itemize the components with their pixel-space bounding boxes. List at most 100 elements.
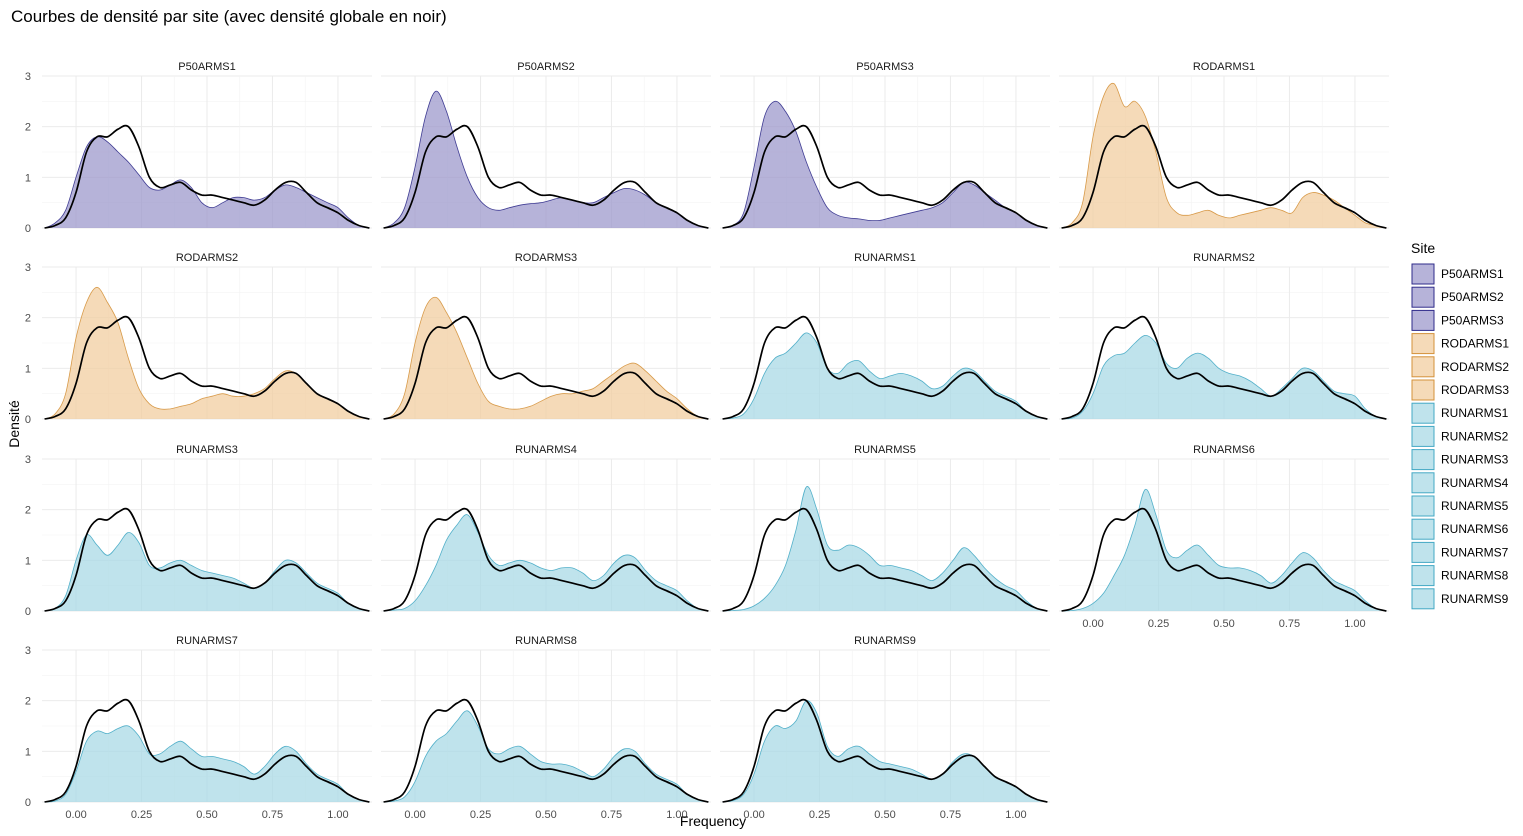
facet-strip-label: RUNARMS9: [854, 635, 916, 647]
y-tick-label: 2: [25, 696, 31, 708]
x-tick-label: 0.25: [470, 809, 491, 821]
legend-item-runarms4: RUNARMS4: [1411, 472, 1509, 494]
legend-item-runarms2: RUNARMS2: [1411, 425, 1509, 447]
facet-strip-label: RUNARMS5: [854, 444, 916, 456]
site-density-area: [1061, 83, 1387, 229]
facet-panel-rodarms3: RODARMS3: [381, 252, 711, 420]
legend-label: RUNARMS2: [1441, 429, 1509, 443]
facet-strip-label: P50ARMS3: [856, 61, 913, 73]
site-density-line: [722, 486, 1048, 612]
x-tick-label: 0.00: [743, 809, 764, 821]
site-density-area: [1061, 335, 1387, 419]
legend-key: [1411, 402, 1435, 424]
y-tick-label: 1: [25, 172, 31, 184]
y-tick-label: 2: [25, 122, 31, 134]
y-axis-title: Densité: [6, 400, 22, 448]
facet-strip-label: P50ARMS2: [517, 61, 574, 73]
overall-density-line: [383, 507, 709, 612]
legend-key: [1411, 588, 1435, 610]
x-tick-label: 0.50: [874, 809, 895, 821]
site-density-line: [383, 514, 709, 612]
legend-item-runarms1: RUNARMS1: [1411, 402, 1509, 424]
site-density-line: [383, 296, 709, 420]
site-density-line: [1061, 334, 1387, 420]
legend-label: RUNARMS8: [1441, 569, 1509, 583]
legend-item-rodarms1: RODARMS1: [1411, 333, 1509, 355]
y-tick-label: 0: [25, 797, 31, 809]
overall-density-line: [44, 507, 370, 612]
x-tick-label: 0.75: [940, 809, 961, 821]
site-density-area: [44, 532, 370, 611]
site-density-area: [44, 725, 370, 802]
y-tick-label: 2: [25, 313, 31, 325]
facet-panel-runarms8: RUNARMS8 0.00 0.25 0.50 0.75 1.00: [381, 635, 711, 821]
legend-item-runarms9: RUNARMS9: [1411, 588, 1509, 610]
facet-panel-rodarms2: RODARMS2 0 1 2 3: [25, 252, 372, 426]
facet-panel-p50arms3: P50ARMS3: [720, 61, 1050, 229]
facet-panel-runarms6: RUNARMS6 0.00 0.25 0.50 0.75 1.00: [1059, 444, 1389, 630]
y-tick-label: 0: [25, 606, 31, 618]
legend-label: RODARMS3: [1441, 383, 1509, 397]
legend-key: [1411, 565, 1435, 587]
y-tick-label: 3: [25, 262, 31, 274]
site-density-area: [722, 486, 1048, 611]
facet-strip-label: RUNARMS1: [854, 252, 916, 264]
overall-density-line: [44, 124, 370, 229]
legend-key: [1411, 356, 1435, 378]
facet-panel-runarms9: RUNARMS9 0.00 0.25 0.50 0.75 1.00: [720, 635, 1050, 821]
legend-key: [1411, 379, 1435, 401]
y-tick-label: 1: [25, 555, 31, 567]
x-tick-label: 0.25: [1148, 618, 1169, 630]
facet-panel-runarms4: RUNARMS4: [381, 444, 711, 612]
legend-label: RODARMS2: [1441, 360, 1509, 374]
site-density-area: [722, 700, 1048, 802]
facet-strip-label: RUNARMS2: [1193, 252, 1255, 264]
y-tick-label: 0: [25, 414, 31, 426]
facet-panel-runarms7: RUNARMS7 0 1 2 3 0.00 0.25 0.50 0.75 1.00: [25, 635, 372, 821]
legend-key: [1411, 449, 1435, 471]
site-density-area: [383, 514, 709, 611]
legend-item-runarms3: RUNARMS3: [1411, 449, 1509, 471]
overall-density-line: [44, 698, 370, 803]
x-tick-label: 0.75: [262, 809, 283, 821]
legend-item-rodarms3: RODARMS3: [1411, 379, 1509, 401]
legend-label: P50ARMS1: [1441, 267, 1504, 281]
x-tick-label: 1.00: [1344, 618, 1365, 630]
site-density-line: [722, 100, 1048, 229]
legend-key: [1411, 333, 1435, 355]
x-tick-label: 1.00: [1005, 809, 1026, 821]
facet-strip-label: RODARMS1: [1193, 61, 1255, 73]
legend-item-p50arms3: P50ARMS3: [1411, 309, 1504, 331]
legend-key: [1411, 309, 1435, 331]
overall-density-line: [383, 124, 709, 229]
x-tick-label: 0.50: [196, 809, 217, 821]
legend-item-runarms5: RUNARMS5: [1411, 495, 1509, 517]
facet-strip-label: RUNARMS3: [176, 444, 238, 456]
legend-label: RUNARMS9: [1441, 592, 1509, 606]
x-tick-label: 0.50: [535, 809, 556, 821]
site-density-line: [1061, 488, 1387, 612]
legend-item-p50arms2: P50ARMS2: [1411, 286, 1504, 308]
y-tick-label: 3: [25, 454, 31, 466]
facet-strip-label: RODARMS2: [176, 252, 238, 264]
facet-panel-rodarms1: RODARMS1: [1059, 61, 1389, 229]
facet-panel-runarms3: RUNARMS3 0 1 2 3: [25, 444, 372, 618]
facet-panel-runarms5: RUNARMS5: [720, 444, 1050, 612]
x-tick-label: 1.00: [666, 809, 687, 821]
overall-density-line: [722, 315, 1048, 420]
overall-density-line: [1061, 315, 1387, 420]
legend-item-rodarms2: RODARMS2: [1411, 356, 1509, 378]
site-density-line: [383, 710, 709, 803]
facet-panel-p50arms1: P50ARMS1 0 1 2 3: [25, 61, 372, 235]
legend-item-runarms7: RUNARMS7: [1411, 541, 1509, 563]
legend-label: RUNARMS3: [1441, 453, 1509, 467]
legend-label: RUNARMS4: [1441, 476, 1509, 490]
facet-strip-label: RODARMS3: [515, 252, 577, 264]
overall-density-line: [1061, 124, 1387, 229]
x-tick-label: 0.75: [601, 809, 622, 821]
legend-label: P50ARMS2: [1441, 290, 1504, 304]
legend-label: RUNARMS6: [1441, 522, 1509, 536]
legend: Site P50ARMS1 P50ARMS2 P50ARMS3 RODARMS1 ROD…: [1411, 240, 1509, 610]
y-tick-label: 0: [25, 223, 31, 235]
y-tick-label: 3: [25, 645, 31, 657]
